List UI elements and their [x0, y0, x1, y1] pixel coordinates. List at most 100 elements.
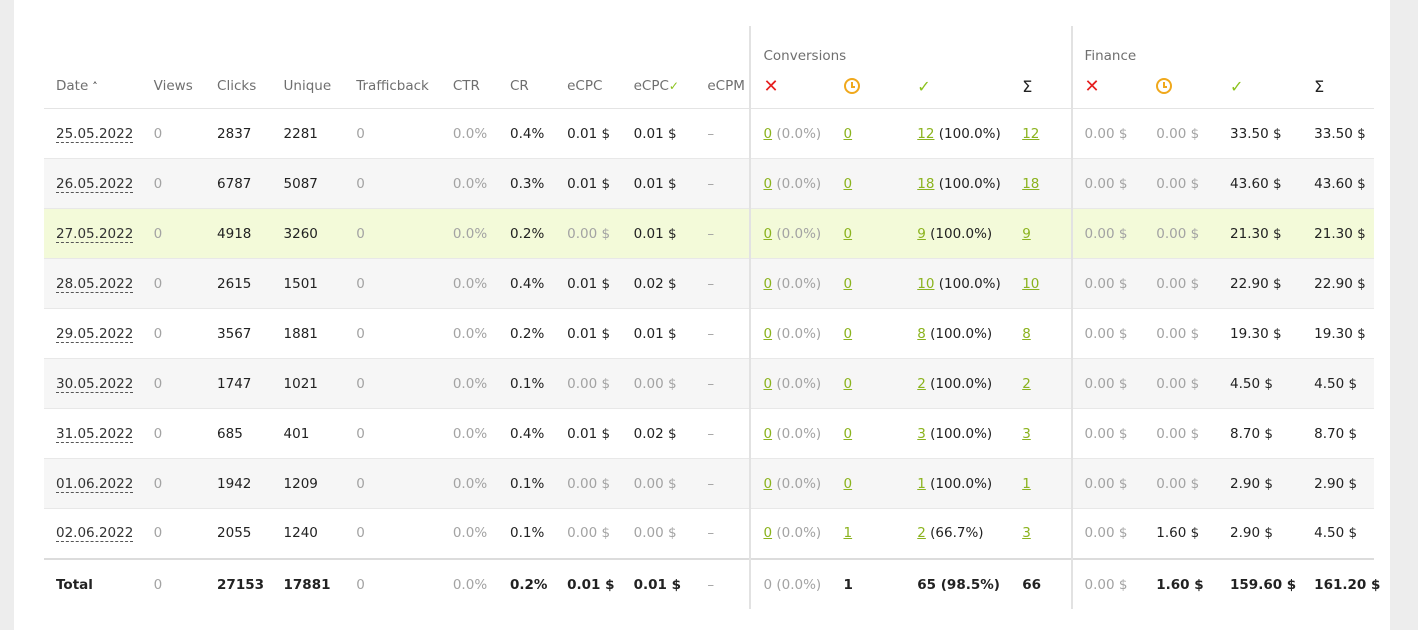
- conv-approved-pct: (66.7%): [925, 525, 984, 542]
- ecpc-value: 0.01 $: [567, 325, 611, 342]
- cr-value: 0.2%: [509, 325, 545, 342]
- date-link[interactable]: 29.05.2022: [56, 325, 134, 343]
- fin-total-value: 8.70 $: [1314, 425, 1358, 442]
- conv-approved-link[interactable]: 2: [917, 525, 926, 542]
- conv-approved-link[interactable]: 3: [917, 425, 926, 442]
- conv-total-link[interactable]: 8: [1022, 325, 1031, 342]
- conv-pending-link[interactable]: 0: [843, 175, 853, 192]
- cell-date: 26.05.2022: [44, 158, 142, 209]
- cell-ecpm: –: [695, 208, 751, 259]
- cross-icon: ✕: [763, 75, 779, 97]
- conv-rejected-pct: (0.0%): [772, 525, 822, 542]
- cell-date: 30.05.2022: [44, 358, 142, 409]
- conv-pending-link[interactable]: 0: [843, 125, 853, 142]
- conv-approved-link[interactable]: 18: [917, 175, 935, 192]
- date-link[interactable]: 28.05.2022: [56, 275, 134, 293]
- cell-date: 28.05.2022: [44, 258, 142, 309]
- conv-total-link[interactable]: 1: [1022, 475, 1031, 492]
- cell-ecpm: –: [695, 158, 751, 209]
- fin-approved-value: 4.50 $: [1230, 375, 1273, 392]
- conv-approved-link[interactable]: 9: [917, 225, 926, 242]
- cell-fin-rejected: 0.00 $: [1070, 458, 1145, 509]
- check-icon: ✓: [1230, 76, 1244, 96]
- col-ecpc-approved-label: eCPC: [633, 78, 669, 94]
- conv-approved-link[interactable]: 12: [917, 125, 935, 142]
- cr-value: 0.2%: [509, 225, 545, 242]
- sigma-icon: Σ: [1314, 76, 1325, 96]
- conv-rejected-link[interactable]: 0: [763, 425, 773, 442]
- col-date[interactable]: Date ˄: [44, 64, 142, 109]
- cr-value: 0.4%: [509, 425, 545, 442]
- table-header: Conversions Finance Date ˄ Views Clicks U…: [44, 26, 1374, 109]
- table-footer: Total 0 27153 17881 0 0.0% 0.2% 0.01 $ 0…: [44, 557, 1380, 609]
- col-ctr: CTR: [440, 64, 498, 109]
- ecpc-value: 0.00 $: [567, 475, 611, 492]
- date-link[interactable]: 27.05.2022: [56, 225, 134, 243]
- conv-rejected-link[interactable]: 0: [763, 225, 773, 242]
- total-conv-rejected: 0 (0.0%): [749, 557, 832, 609]
- sort-ascending-icon[interactable]: ˄: [92, 80, 98, 93]
- conv-approved-link[interactable]: 1: [917, 475, 926, 492]
- date-link[interactable]: 02.06.2022: [56, 525, 134, 543]
- cell-ecpm: –: [695, 508, 751, 559]
- conv-rejected-link[interactable]: 0: [763, 325, 773, 342]
- conv-approved-pct: (100.0%): [925, 225, 993, 242]
- cell-ecpc: 0.01 $: [555, 108, 622, 159]
- conv-approved-link[interactable]: 8: [917, 325, 926, 342]
- cell-unique: 1021: [271, 358, 345, 409]
- cell-fin-pending: 0.00 $: [1144, 358, 1219, 409]
- ecpc-value: 0.01 $: [567, 425, 611, 442]
- conv-approved-link[interactable]: 2: [917, 375, 926, 392]
- unique-value: 2281: [283, 125, 318, 142]
- cell-conv-pending: 0: [831, 158, 906, 209]
- cell-ctr: 0.0%: [440, 458, 498, 509]
- conv-rejected-link[interactable]: 0: [763, 275, 773, 292]
- conv-pending-link[interactable]: 0: [843, 425, 853, 442]
- cell-trafficback: 0: [344, 258, 441, 309]
- ecpc-approved-value: 0.01 $: [633, 125, 677, 142]
- conv-pending-link[interactable]: 0: [843, 225, 853, 242]
- cell-conv-pending: 0: [831, 458, 906, 509]
- group-finance: Finance: [1070, 26, 1374, 64]
- trafficback-value: 0: [356, 475, 365, 492]
- date-link[interactable]: 25.05.2022: [56, 125, 134, 143]
- date-link[interactable]: 30.05.2022: [56, 375, 134, 393]
- conv-rejected-link[interactable]: 0: [763, 525, 773, 542]
- unique-value: 1240: [283, 525, 318, 542]
- conv-approved-link[interactable]: 10: [917, 275, 935, 292]
- cell-conv-approved: 12 (100.0%): [905, 108, 1011, 159]
- clicks-value: 2615: [217, 275, 252, 292]
- conv-total-link[interactable]: 18: [1022, 175, 1040, 192]
- conv-pending-link[interactable]: 0: [843, 275, 853, 292]
- conv-pending-link[interactable]: 0: [843, 325, 853, 342]
- total-row: Total 0 27153 17881 0 0.0% 0.2% 0.01 $ 0…: [44, 557, 1380, 609]
- conv-rejected-link[interactable]: 0: [763, 175, 773, 192]
- ecpm-value: –: [707, 325, 715, 342]
- fin-pending-value: 0.00 $: [1156, 225, 1200, 242]
- conv-pending-link[interactable]: 0: [843, 375, 853, 392]
- date-link[interactable]: 31.05.2022: [56, 425, 134, 443]
- conv-total-link[interactable]: 10: [1022, 275, 1040, 292]
- ctr-value: 0.0%: [452, 225, 488, 242]
- cell-conv-total: 3: [1010, 508, 1072, 559]
- date-link[interactable]: 01.06.2022: [56, 475, 134, 493]
- cell-ecpm: –: [695, 258, 751, 309]
- conv-rejected-link[interactable]: 0: [763, 375, 773, 392]
- views-value: 0: [153, 325, 163, 342]
- conv-pending-link[interactable]: 1: [843, 525, 853, 542]
- conv-rejected-link[interactable]: 0: [763, 475, 773, 492]
- conv-total-link[interactable]: 3: [1022, 425, 1031, 442]
- conv-total-link[interactable]: 2: [1022, 375, 1031, 392]
- conv-total-link[interactable]: 9: [1022, 225, 1031, 242]
- total-conv-total: 66: [1010, 557, 1072, 609]
- conv-rejected-link[interactable]: 0: [763, 125, 773, 142]
- cell-unique: 1240: [271, 508, 345, 559]
- conv-total-link[interactable]: 12: [1022, 125, 1040, 142]
- conv-total-link[interactable]: 3: [1022, 525, 1031, 542]
- total-clicks: 27153: [205, 557, 272, 609]
- date-link[interactable]: 26.05.2022: [56, 175, 134, 193]
- conv-pending-link[interactable]: 0: [843, 475, 853, 492]
- cell-conv-pending: 0: [831, 358, 906, 409]
- total-ctr: 0.0%: [440, 557, 498, 609]
- cell-fin-approved: 4.50 $: [1218, 358, 1303, 409]
